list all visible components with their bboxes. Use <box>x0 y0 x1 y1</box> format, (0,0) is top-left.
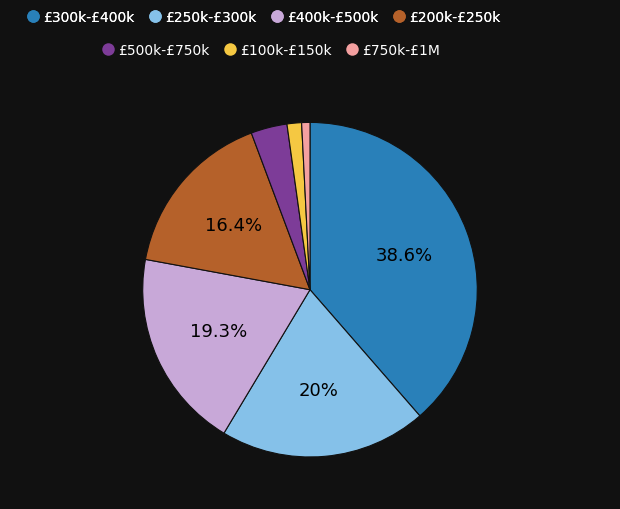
Legend: £500k-£750k, £100k-£150k, £750k-£1M: £500k-£750k, £100k-£150k, £750k-£1M <box>100 40 444 62</box>
Text: 20%: 20% <box>299 381 339 399</box>
Wedge shape <box>143 260 310 433</box>
Legend: £300k-£400k, £250k-£300k, £400k-£500k, £200k-£250k: £300k-£400k, £250k-£300k, £400k-£500k, £… <box>25 7 505 29</box>
Wedge shape <box>301 123 310 290</box>
Text: 38.6%: 38.6% <box>376 246 433 264</box>
Wedge shape <box>224 290 420 457</box>
Text: 19.3%: 19.3% <box>190 322 247 341</box>
Wedge shape <box>146 134 310 290</box>
Text: 16.4%: 16.4% <box>205 217 262 235</box>
Wedge shape <box>287 123 310 290</box>
Wedge shape <box>310 123 477 416</box>
Wedge shape <box>251 125 310 290</box>
